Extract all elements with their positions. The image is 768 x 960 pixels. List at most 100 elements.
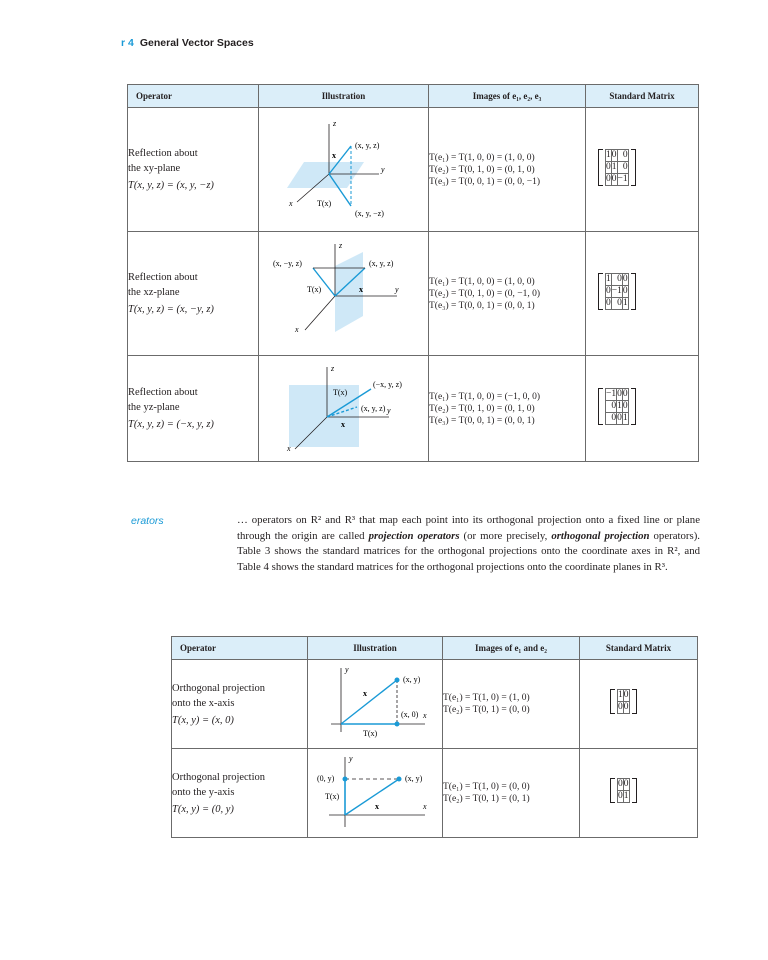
table-row: Orthogonal projection onto the y-axis T(… [171, 748, 698, 838]
operator-name: Reflection about [128, 387, 198, 398]
vector-label-tx: T(x) [333, 388, 348, 397]
vector-tx [326, 387, 371, 418]
vector-label-x: x [359, 285, 363, 294]
point-label: (x, y) [403, 675, 421, 684]
matrix-entry: 0 [621, 272, 629, 286]
axis-label-z: z [330, 364, 335, 373]
image-of-e1: T(e₁) = T(1, 0, 0) = (−1, 0, 0) [429, 391, 541, 402]
operator-name: Orthogonal projection [172, 771, 266, 783]
image-point-label: (−x, y, z) [373, 380, 402, 389]
image-point-marker [342, 776, 348, 782]
point-marker [394, 677, 400, 683]
vector-label-tx: T(x) [363, 729, 378, 738]
vector-x [326, 405, 357, 418]
axis-label-x: x [288, 199, 293, 208]
x-axis [296, 173, 329, 202]
image-point-marker [394, 721, 400, 727]
operator-cell: Reflection about the xy-plane T(x, y, z)… [127, 107, 259, 232]
chapter-label: r 4 [121, 37, 134, 49]
vector-tx [311, 267, 336, 296]
paragraph-text: … operators on R² and R³ that map each p… [237, 514, 700, 542]
matrix-entry: 0 [617, 790, 624, 803]
image-of-e1: T(e₁) = T(1, 0) = (1, 0) [443, 693, 530, 703]
operator-cell: Reflection about the xz-plane T(x, y, z)… [127, 231, 259, 356]
matrix-entry: 0 [605, 160, 612, 174]
x-axis [304, 295, 335, 330]
axis-label-z: z [338, 241, 343, 250]
vector-x [344, 778, 400, 816]
image-point-label: (x, −y, z) [273, 259, 302, 268]
operator-plane: the yz-plane [128, 402, 180, 413]
matrix-entry: 0 [622, 701, 630, 714]
paragraph-text: operators). Table 3 shows the standard m… [237, 529, 700, 573]
point-label: (x, y, z) [361, 404, 386, 413]
axis-label-x: x [286, 444, 291, 453]
paragraph-text: (or more precisely, [459, 529, 552, 542]
side-heading: erators [131, 515, 164, 527]
operator-formula: T(x, y, z) = (x, y, −z) [128, 180, 214, 191]
image-of-e1: T(e₁) = T(1, 0, 0) = (1, 0, 0) [429, 276, 535, 287]
illustration-cell: y x (x, y) (x, 0) x T(x) [307, 659, 443, 749]
table-header-row: Operator Illustration Images of e₁, e₂, … [127, 84, 699, 108]
images-cell: T(e₁) = T(1, 0, 0) = (1, 0, 0) T(e₂) = T… [428, 107, 586, 232]
images-cell: T(e₁) = T(1, 0) = (1, 0) T(e₂) = T(0, 1)… [442, 659, 580, 749]
matrix-entry: 0 [610, 272, 623, 286]
column-header: Operator [171, 636, 308, 660]
image-of-e3: T(e₃) = T(0, 0, 1) = (0, 0, 1) [429, 415, 535, 426]
yz-plane-shape [288, 384, 359, 447]
reflection-yz-diagram: z y x (x, y, z) (−x, y, z) x T(x) [286, 364, 402, 453]
image-of-e1: T(e₁) = T(1, 0, 0) = (1, 0, 0) [429, 152, 535, 163]
matrix-entry: 0 [622, 689, 630, 702]
matrix-entry: 0 [604, 411, 618, 425]
axis-label-x: x [422, 711, 427, 720]
matrix-entry: 0 [604, 399, 618, 413]
matrix-entry: 0 [610, 296, 623, 310]
x-axis [294, 416, 327, 449]
matrix-entry: 0 [617, 778, 624, 791]
axis-label-x: x [422, 802, 427, 811]
image-of-e2: T(e₂) = T(0, 1, 0) = (0, 1, 0) [429, 403, 535, 414]
column-header: Standard Matrix [579, 636, 698, 660]
point-label: (x, y) [405, 774, 423, 783]
column-header: Illustration [258, 84, 429, 108]
operator-name: Orthogonal projection [172, 682, 266, 694]
operator-axis: onto the x-axis [172, 697, 235, 709]
vector-label-tx: T(x) [325, 792, 340, 801]
illustration-cell: z y x (x, y, z) (−x, y, z) x T(x) [258, 355, 429, 462]
matrix-entry: −1 [616, 172, 629, 186]
operator-name: Reflection about [128, 272, 198, 283]
matrix-entry: 0 [616, 160, 629, 174]
image-of-e2: T(e₂) = T(0, 1, 0) = (0, −1, 0) [429, 288, 541, 299]
operator-plane: the xz-plane [128, 287, 180, 298]
vector-tx [327, 173, 352, 206]
matrix-entry: 1 [622, 790, 630, 803]
image-of-e2: T(e₂) = T(0, 1) = (0, 1) [443, 794, 530, 804]
point-label: (x, y, z) [369, 259, 394, 268]
operator-formula: T(x, y, z) = (x, −y, z) [128, 304, 214, 315]
reflection-operators-table: Operator Illustration Images of e₁, e₂, … [127, 84, 699, 462]
column-header: Images of e₁ and e₂ [442, 636, 580, 660]
operator-cell: Orthogonal projection onto the y-axis T(… [171, 748, 308, 838]
matrix-entry: 1 [616, 399, 623, 413]
matrix-entry: 1 [605, 148, 612, 162]
vector-label-x: x [341, 420, 345, 429]
operator-plane: the xy-plane [128, 163, 181, 174]
matrix-entry: 0 [622, 778, 630, 791]
table-row: Reflection about the yz-plane T(x, y, z)… [127, 355, 699, 462]
matrix-entry: 0 [621, 399, 629, 413]
chapter-title: General Vector Spaces [139, 37, 254, 49]
operator-name: Reflection about [128, 148, 198, 159]
table-row: Reflection about the xz-plane T(x, y, z)… [127, 231, 699, 356]
image-of-e2: T(e₂) = T(0, 1) = (0, 0) [443, 705, 530, 715]
point-label: (x, y, z) [355, 141, 380, 150]
page-header: r 4 General Vector Spaces [121, 37, 254, 49]
matrix-entry: 0 [617, 701, 624, 714]
image-of-e2: T(e₂) = T(0, 1, 0) = (0, 1, 0) [429, 164, 535, 175]
vector-label-x: x [363, 689, 367, 698]
